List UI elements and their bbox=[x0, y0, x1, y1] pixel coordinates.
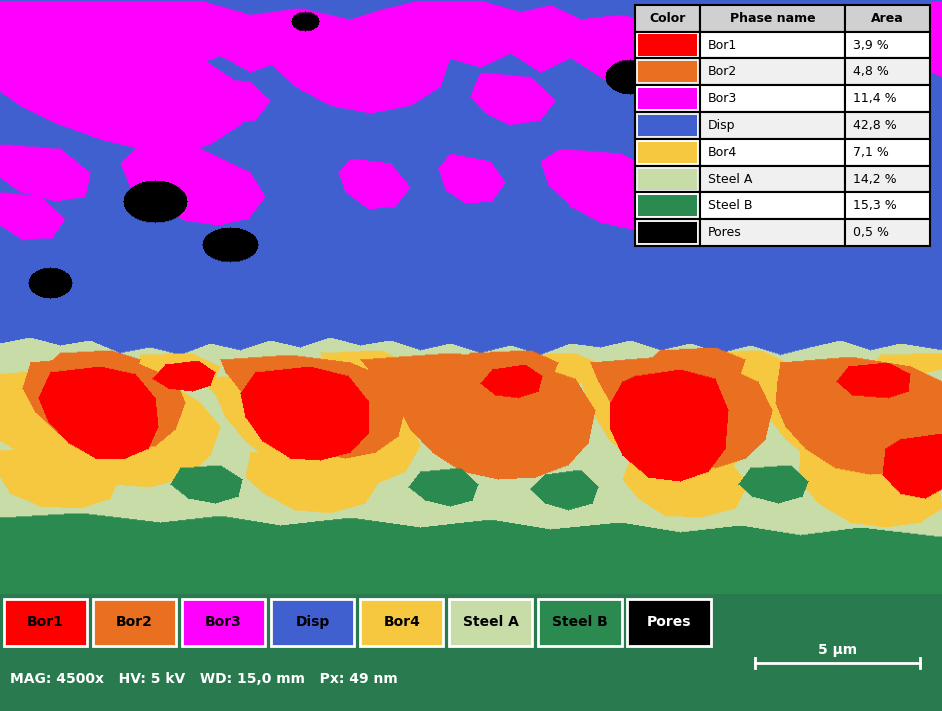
Bar bbox=[700, 166, 845, 193]
Bar bbox=[845, 139, 930, 166]
Text: Steel B: Steel B bbox=[708, 199, 753, 213]
Text: Pores: Pores bbox=[646, 615, 691, 629]
Bar bbox=[845, 31, 930, 58]
Bar bbox=[635, 139, 700, 166]
Text: Bor4: Bor4 bbox=[383, 615, 420, 629]
Text: Bor1: Bor1 bbox=[708, 38, 738, 51]
Bar bbox=[845, 5, 930, 31]
Bar bbox=[700, 58, 845, 85]
Text: 0,5 %: 0,5 % bbox=[853, 226, 889, 239]
Bar bbox=[845, 112, 930, 139]
Bar bbox=[700, 31, 845, 58]
Bar bbox=[635, 166, 700, 193]
Text: Pores: Pores bbox=[708, 226, 741, 239]
Bar bbox=[271, 599, 354, 646]
Bar bbox=[638, 222, 697, 243]
Text: 11,4 %: 11,4 % bbox=[853, 92, 897, 105]
Text: 5 μm: 5 μm bbox=[818, 643, 857, 658]
Bar bbox=[700, 193, 845, 219]
Text: Bor2: Bor2 bbox=[708, 65, 738, 78]
Text: MAG: 4500x   HV: 5 kV   WD: 15,0 mm   Px: 49 nm: MAG: 4500x HV: 5 kV WD: 15,0 mm Px: 49 n… bbox=[10, 672, 398, 685]
Bar bbox=[635, 193, 700, 219]
Bar bbox=[635, 112, 700, 139]
Text: 3,9 %: 3,9 % bbox=[853, 38, 888, 51]
Text: Disp: Disp bbox=[708, 119, 736, 132]
Bar bbox=[638, 61, 697, 82]
Bar bbox=[845, 166, 930, 193]
Text: Steel A: Steel A bbox=[463, 615, 519, 629]
Bar bbox=[845, 58, 930, 85]
Text: Bor1: Bor1 bbox=[27, 615, 64, 629]
Bar bbox=[635, 5, 700, 31]
Text: Bor3: Bor3 bbox=[205, 615, 242, 629]
Bar bbox=[627, 599, 710, 646]
Bar bbox=[700, 112, 845, 139]
Bar bbox=[700, 5, 845, 31]
Text: Steel A: Steel A bbox=[708, 173, 753, 186]
Bar bbox=[845, 193, 930, 219]
Bar bbox=[635, 85, 700, 112]
Bar bbox=[635, 31, 700, 58]
Text: 14,2 %: 14,2 % bbox=[853, 173, 897, 186]
Bar bbox=[700, 85, 845, 112]
Bar bbox=[182, 599, 266, 646]
Bar bbox=[4, 599, 88, 646]
Text: Color: Color bbox=[649, 11, 686, 25]
Bar bbox=[93, 599, 176, 646]
Text: Disp: Disp bbox=[296, 615, 330, 629]
Bar bbox=[700, 139, 845, 166]
Bar bbox=[638, 34, 697, 55]
Text: Area: Area bbox=[871, 11, 904, 25]
Text: Bor4: Bor4 bbox=[708, 146, 738, 159]
Bar bbox=[700, 219, 845, 246]
Bar bbox=[635, 58, 700, 85]
Bar bbox=[638, 169, 697, 190]
Bar bbox=[638, 196, 697, 216]
Text: Bor3: Bor3 bbox=[708, 92, 738, 105]
Bar bbox=[449, 599, 532, 646]
Bar bbox=[360, 599, 444, 646]
Text: Bor2: Bor2 bbox=[116, 615, 153, 629]
Bar bbox=[638, 88, 697, 109]
Bar bbox=[538, 599, 622, 646]
Bar bbox=[638, 141, 697, 163]
Bar bbox=[845, 85, 930, 112]
Text: 15,3 %: 15,3 % bbox=[853, 199, 897, 213]
Text: 42,8 %: 42,8 % bbox=[853, 119, 897, 132]
Text: Phase name: Phase name bbox=[730, 11, 816, 25]
Bar bbox=[845, 219, 930, 246]
Text: 4,8 %: 4,8 % bbox=[853, 65, 889, 78]
Text: 7,1 %: 7,1 % bbox=[853, 146, 889, 159]
Bar bbox=[635, 219, 700, 246]
Bar bbox=[638, 115, 697, 136]
Text: Steel B: Steel B bbox=[552, 615, 608, 629]
